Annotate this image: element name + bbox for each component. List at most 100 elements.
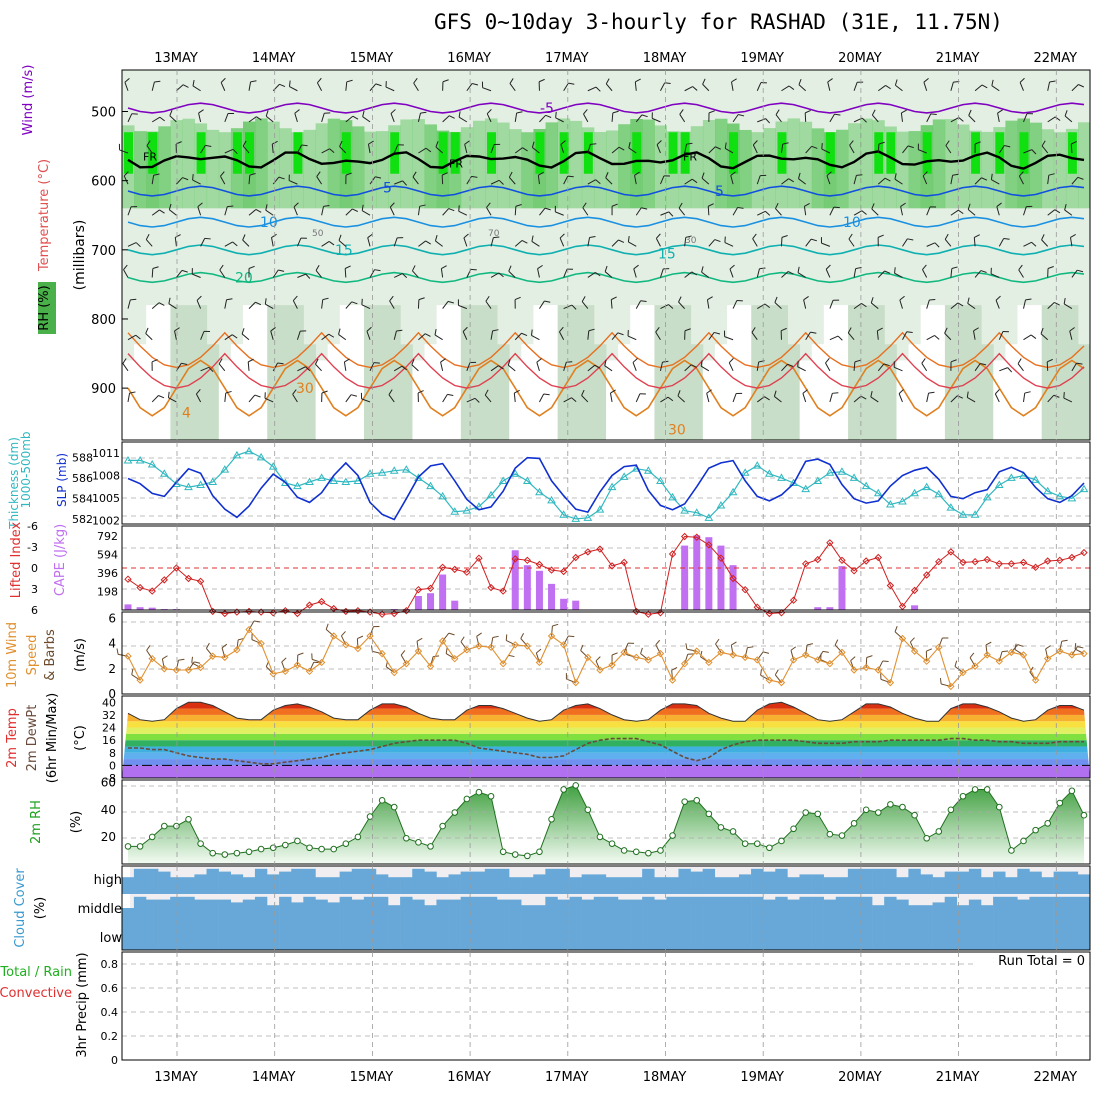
temp-band xyxy=(122,702,1090,709)
wind-barb-flag xyxy=(485,295,490,302)
wind-barb xyxy=(635,207,642,216)
wind-barb-flag xyxy=(928,391,935,394)
wind-barb-flag xyxy=(1040,327,1044,334)
lifted-index-marker xyxy=(886,581,895,590)
cloud-bar-low xyxy=(545,922,558,950)
cloud-bar-middle xyxy=(242,899,256,922)
wind-barb xyxy=(466,397,476,403)
cloud-bar-high xyxy=(859,868,873,894)
wind-barb xyxy=(751,332,758,341)
surface-wind-barb-flag xyxy=(655,639,661,646)
surface-wind-barb xyxy=(221,647,226,658)
wind-barb-flag xyxy=(752,233,757,239)
cloud-bar-high xyxy=(291,868,304,894)
temp-band xyxy=(122,765,1090,778)
cloud-bar-low xyxy=(315,922,328,950)
wind-barb-flag xyxy=(322,297,329,301)
surface-wind-barb xyxy=(580,650,589,658)
cloud-bar-middle xyxy=(472,896,486,922)
surface-wind-barb xyxy=(206,648,214,657)
wind-barb-flag xyxy=(870,297,874,304)
wind-barb xyxy=(702,83,710,92)
wind-barbs-axis-label: & Barbs xyxy=(43,629,58,681)
thickness-marker xyxy=(1079,484,1089,493)
wind-barb xyxy=(700,365,710,372)
wind-speed-marker xyxy=(184,666,193,674)
wind-barb xyxy=(200,145,206,154)
wind-barb xyxy=(127,299,131,309)
rh-marker xyxy=(850,820,858,827)
wind-barb xyxy=(119,149,129,154)
wind-barb xyxy=(660,304,669,310)
wind-barb xyxy=(1023,334,1032,341)
thickness-marker xyxy=(837,467,847,475)
rh-shade-low xyxy=(351,305,365,440)
rh-shade-mid xyxy=(412,119,425,209)
wind-barb xyxy=(393,365,403,372)
thickness-marker xyxy=(293,481,302,490)
wind-barb-flag xyxy=(462,326,468,332)
rh-marker xyxy=(935,828,943,835)
wind-barb xyxy=(389,206,395,216)
rh-frame xyxy=(121,779,1091,865)
wind-barb-flag xyxy=(832,392,839,394)
surface-wind-barb xyxy=(595,660,601,671)
wind-barb-flag xyxy=(256,116,262,121)
wind-barb-flag xyxy=(411,265,416,272)
wind-barb-flag xyxy=(350,394,358,397)
wind-barb-flag xyxy=(361,204,364,211)
wind-barb xyxy=(877,363,885,372)
wind-barb-flag xyxy=(545,114,552,118)
wind-barb xyxy=(200,366,210,372)
wind-barb-flag xyxy=(508,171,513,178)
cape-bar xyxy=(124,604,132,610)
lifted-index-marker xyxy=(426,584,435,593)
wind-barb-flag xyxy=(980,362,987,366)
temp-contour-label: 15 xyxy=(658,246,676,262)
wind-barb-flag xyxy=(604,359,607,366)
thickness-marker xyxy=(704,513,714,521)
wind-barb xyxy=(539,114,546,123)
thickness-tick: 584 xyxy=(72,492,93,505)
rh-shade-mid xyxy=(642,119,655,209)
wind-barb xyxy=(345,208,353,216)
temp-contour--5 xyxy=(127,102,1085,114)
wind-barb-flag xyxy=(515,203,522,207)
surface-wind-barb-flag xyxy=(162,655,168,660)
wind-barb-flag xyxy=(581,389,585,396)
cloud-bar-middle xyxy=(847,896,861,922)
surface-wind-barb xyxy=(372,650,383,655)
wind-barb xyxy=(271,237,274,247)
wind-barb-flag xyxy=(328,333,335,338)
wind-barb-flag xyxy=(724,142,727,149)
wind-barb-flag xyxy=(907,238,914,241)
cloud-bar-low xyxy=(908,922,921,950)
wind-barb-flag xyxy=(568,82,575,85)
wind-barb xyxy=(1070,143,1073,154)
rh-marker xyxy=(475,788,483,796)
cloud-bar-middle xyxy=(254,896,268,922)
wind-barb xyxy=(660,82,666,91)
wind-barb-flag xyxy=(668,211,674,217)
wind-barb-flag xyxy=(265,110,269,117)
temp-contour-label: 10 xyxy=(260,215,278,231)
surface-wind-barb-flag xyxy=(116,648,119,655)
wind-barb xyxy=(393,237,398,247)
rh-marker xyxy=(342,840,350,847)
wind-barb xyxy=(950,302,959,309)
wind-speed-marker xyxy=(656,649,665,658)
cloud-bar-low xyxy=(291,922,304,950)
cloud-bar-high xyxy=(206,868,219,894)
wind-barb xyxy=(514,332,522,341)
wind-barb xyxy=(797,272,806,278)
thickness-marker xyxy=(244,446,254,455)
day-label-top: 20MAY xyxy=(838,51,882,66)
cloud-bar-middle xyxy=(351,899,365,922)
wind-barb xyxy=(248,81,252,91)
wind-barb xyxy=(361,398,371,403)
cloud-bar-low xyxy=(642,922,655,950)
rh-shade-low xyxy=(642,305,655,440)
wind-barb-flag xyxy=(627,235,630,243)
cloud-frame xyxy=(121,865,1091,951)
wind-barb xyxy=(265,115,274,123)
